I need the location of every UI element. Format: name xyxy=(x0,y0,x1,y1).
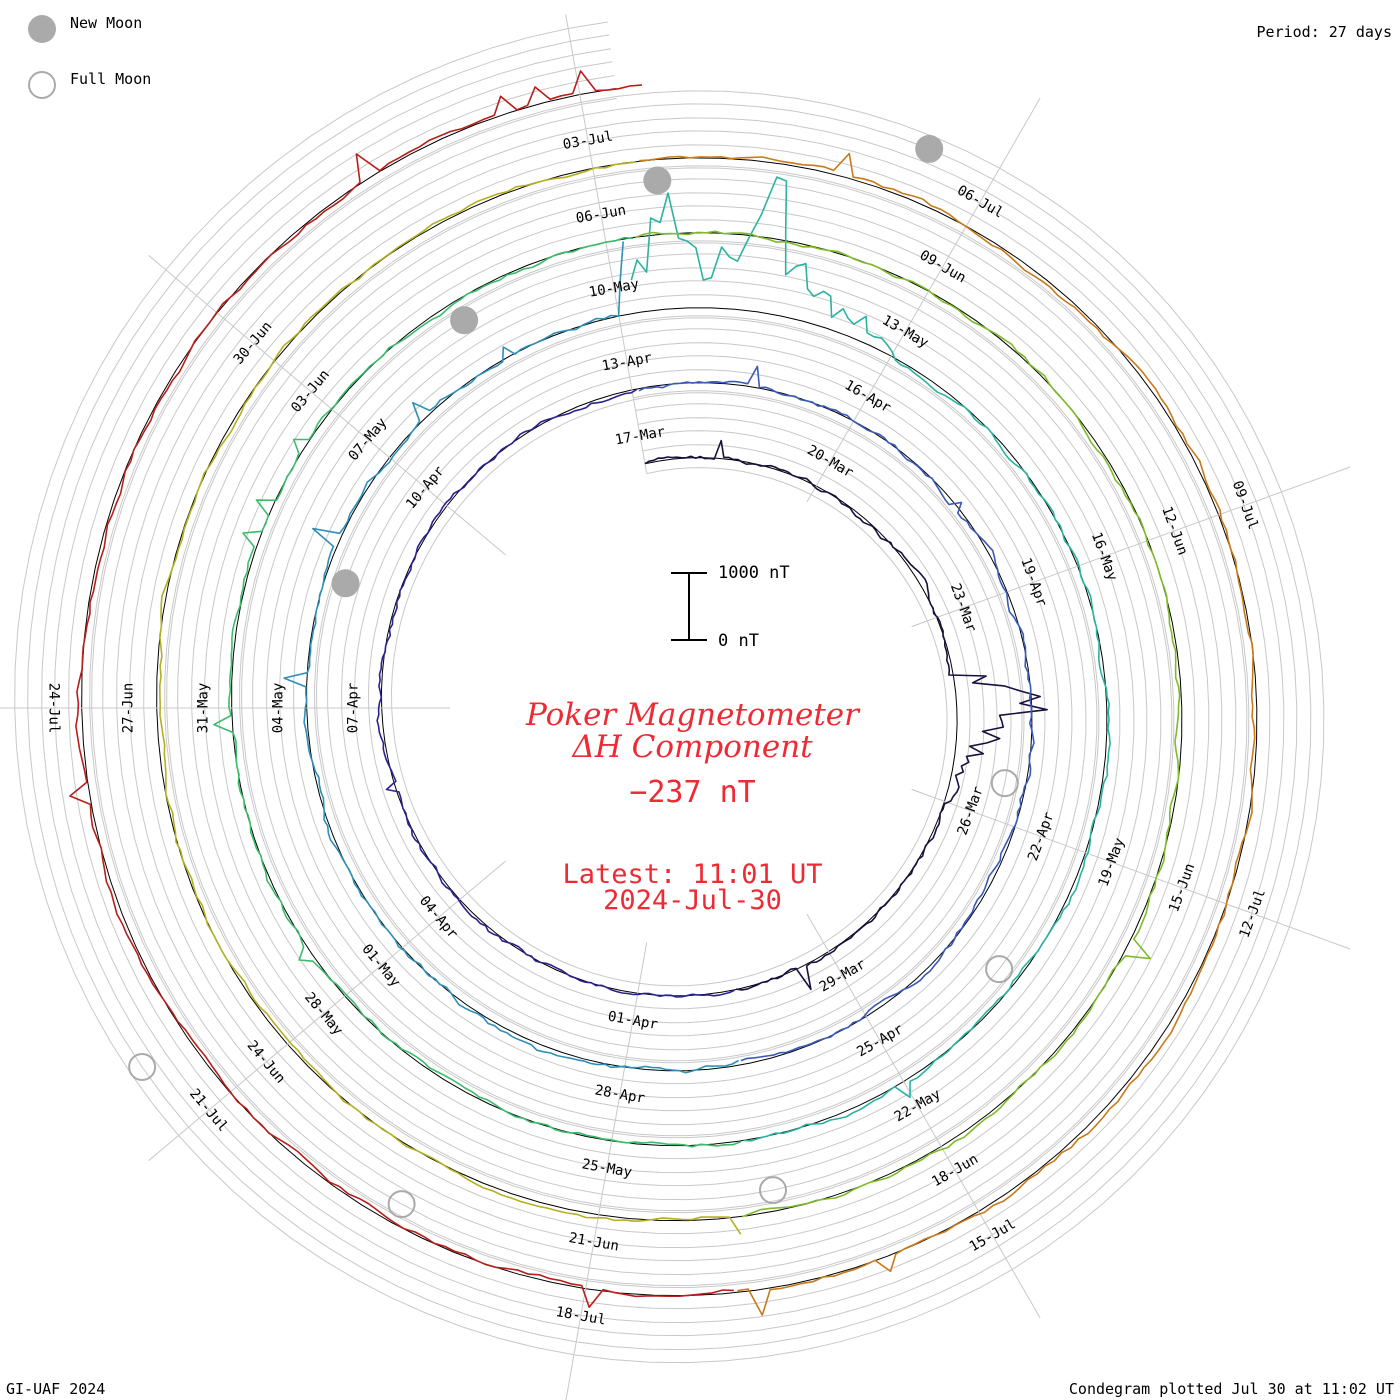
date-label: 06-Jun xyxy=(575,202,628,227)
full-moon-marker xyxy=(759,1176,787,1205)
scale-bar xyxy=(671,572,707,641)
period-label: Period: 27 days xyxy=(1256,23,1392,41)
scale-bar-bottom-label: 0 nT xyxy=(718,631,759,651)
date-label: 23-Mar xyxy=(947,581,979,634)
date-label: 03-Jun xyxy=(288,367,333,416)
full-moon-legend-icon xyxy=(28,71,56,99)
date-label: 31-May xyxy=(196,683,212,734)
chart-subtitle: ΔH Component xyxy=(572,729,813,765)
latest-time: Latest: 11:01 UT xyxy=(562,859,823,890)
date-label: 16-May xyxy=(1088,530,1120,583)
date-label: 13-Apr xyxy=(601,350,654,375)
date-label: 07-May xyxy=(346,415,391,464)
new-moon-marker xyxy=(450,306,479,335)
full-moon-marker xyxy=(985,955,1014,984)
grid-ring-3 xyxy=(41,48,1298,1337)
spoke-8 xyxy=(148,254,507,556)
spoke-4 xyxy=(806,913,1041,1319)
trace-segment-6 xyxy=(635,230,1181,1218)
date-label: 22-Apr xyxy=(1025,810,1057,863)
new-moon-marker xyxy=(331,569,360,598)
full-moon-marker xyxy=(990,769,1019,798)
scale-bar-top-label: 1000 nT xyxy=(718,563,790,583)
trace-segment-8 xyxy=(639,152,1256,1316)
footer-plot-time: Condegram plotted Jul 30 at 11:02 UT xyxy=(1068,1380,1394,1398)
current-value: −237 nT xyxy=(629,775,756,810)
new-moon-legend-label: New Moon xyxy=(70,14,143,32)
latest-date: 2024-Jul-30 xyxy=(603,885,782,916)
chart-title: Poker Magnetometer xyxy=(526,697,859,733)
full-moon-marker xyxy=(387,1190,416,1219)
trace-segment-1 xyxy=(376,388,735,998)
trace-segment-5 xyxy=(213,236,742,1148)
spoke-1 xyxy=(806,97,1041,503)
grid-ring-0 xyxy=(91,98,1248,1287)
baseline-spiral xyxy=(81,88,1258,1297)
date-label: 30-Jun xyxy=(231,319,276,368)
grid-ring-1 xyxy=(68,75,1271,1310)
spoke-3 xyxy=(911,788,1350,950)
trace-segment-9 xyxy=(69,70,734,1308)
date-label: 09-Jul xyxy=(1229,479,1261,532)
spoke-2 xyxy=(911,466,1350,628)
date-label: 24-Jul xyxy=(46,683,62,734)
radial-spokes xyxy=(0,14,1350,1400)
spoke-5 xyxy=(565,942,648,1400)
trace-segment-4 xyxy=(630,176,1111,1142)
moon-markers xyxy=(128,134,1019,1219)
footer-credit: GI-UAF 2024 xyxy=(6,1380,106,1398)
date-label: 01-Apr xyxy=(607,1009,660,1034)
grid-ring-2 xyxy=(54,61,1285,1324)
trace-segment-0 xyxy=(644,439,1048,991)
date-label: 07-Apr xyxy=(346,683,362,734)
new-moon-marker xyxy=(915,134,944,163)
data-traces xyxy=(69,70,1256,1316)
new-moon-marker xyxy=(643,166,672,195)
full-moon-marker xyxy=(128,1053,157,1081)
trace-segment-3 xyxy=(283,241,739,1074)
spoke-0 xyxy=(565,14,648,474)
spoke-6 xyxy=(148,860,507,1162)
date-label: 10-Apr xyxy=(403,463,448,512)
trace-segment-2 xyxy=(638,365,1035,1062)
date-label: 10-May xyxy=(588,276,641,301)
trace-segment-7 xyxy=(159,161,742,1235)
date-label: 12-Jun xyxy=(1158,504,1190,557)
full-moon-legend-label: Full Moon xyxy=(70,70,152,88)
new-moon-legend-icon xyxy=(28,15,56,43)
date-label: 17-Mar xyxy=(614,424,667,449)
date-label: 27-Jun xyxy=(121,683,137,734)
date-label: 04-May xyxy=(271,683,287,734)
date-label: 19-Apr xyxy=(1017,556,1049,609)
